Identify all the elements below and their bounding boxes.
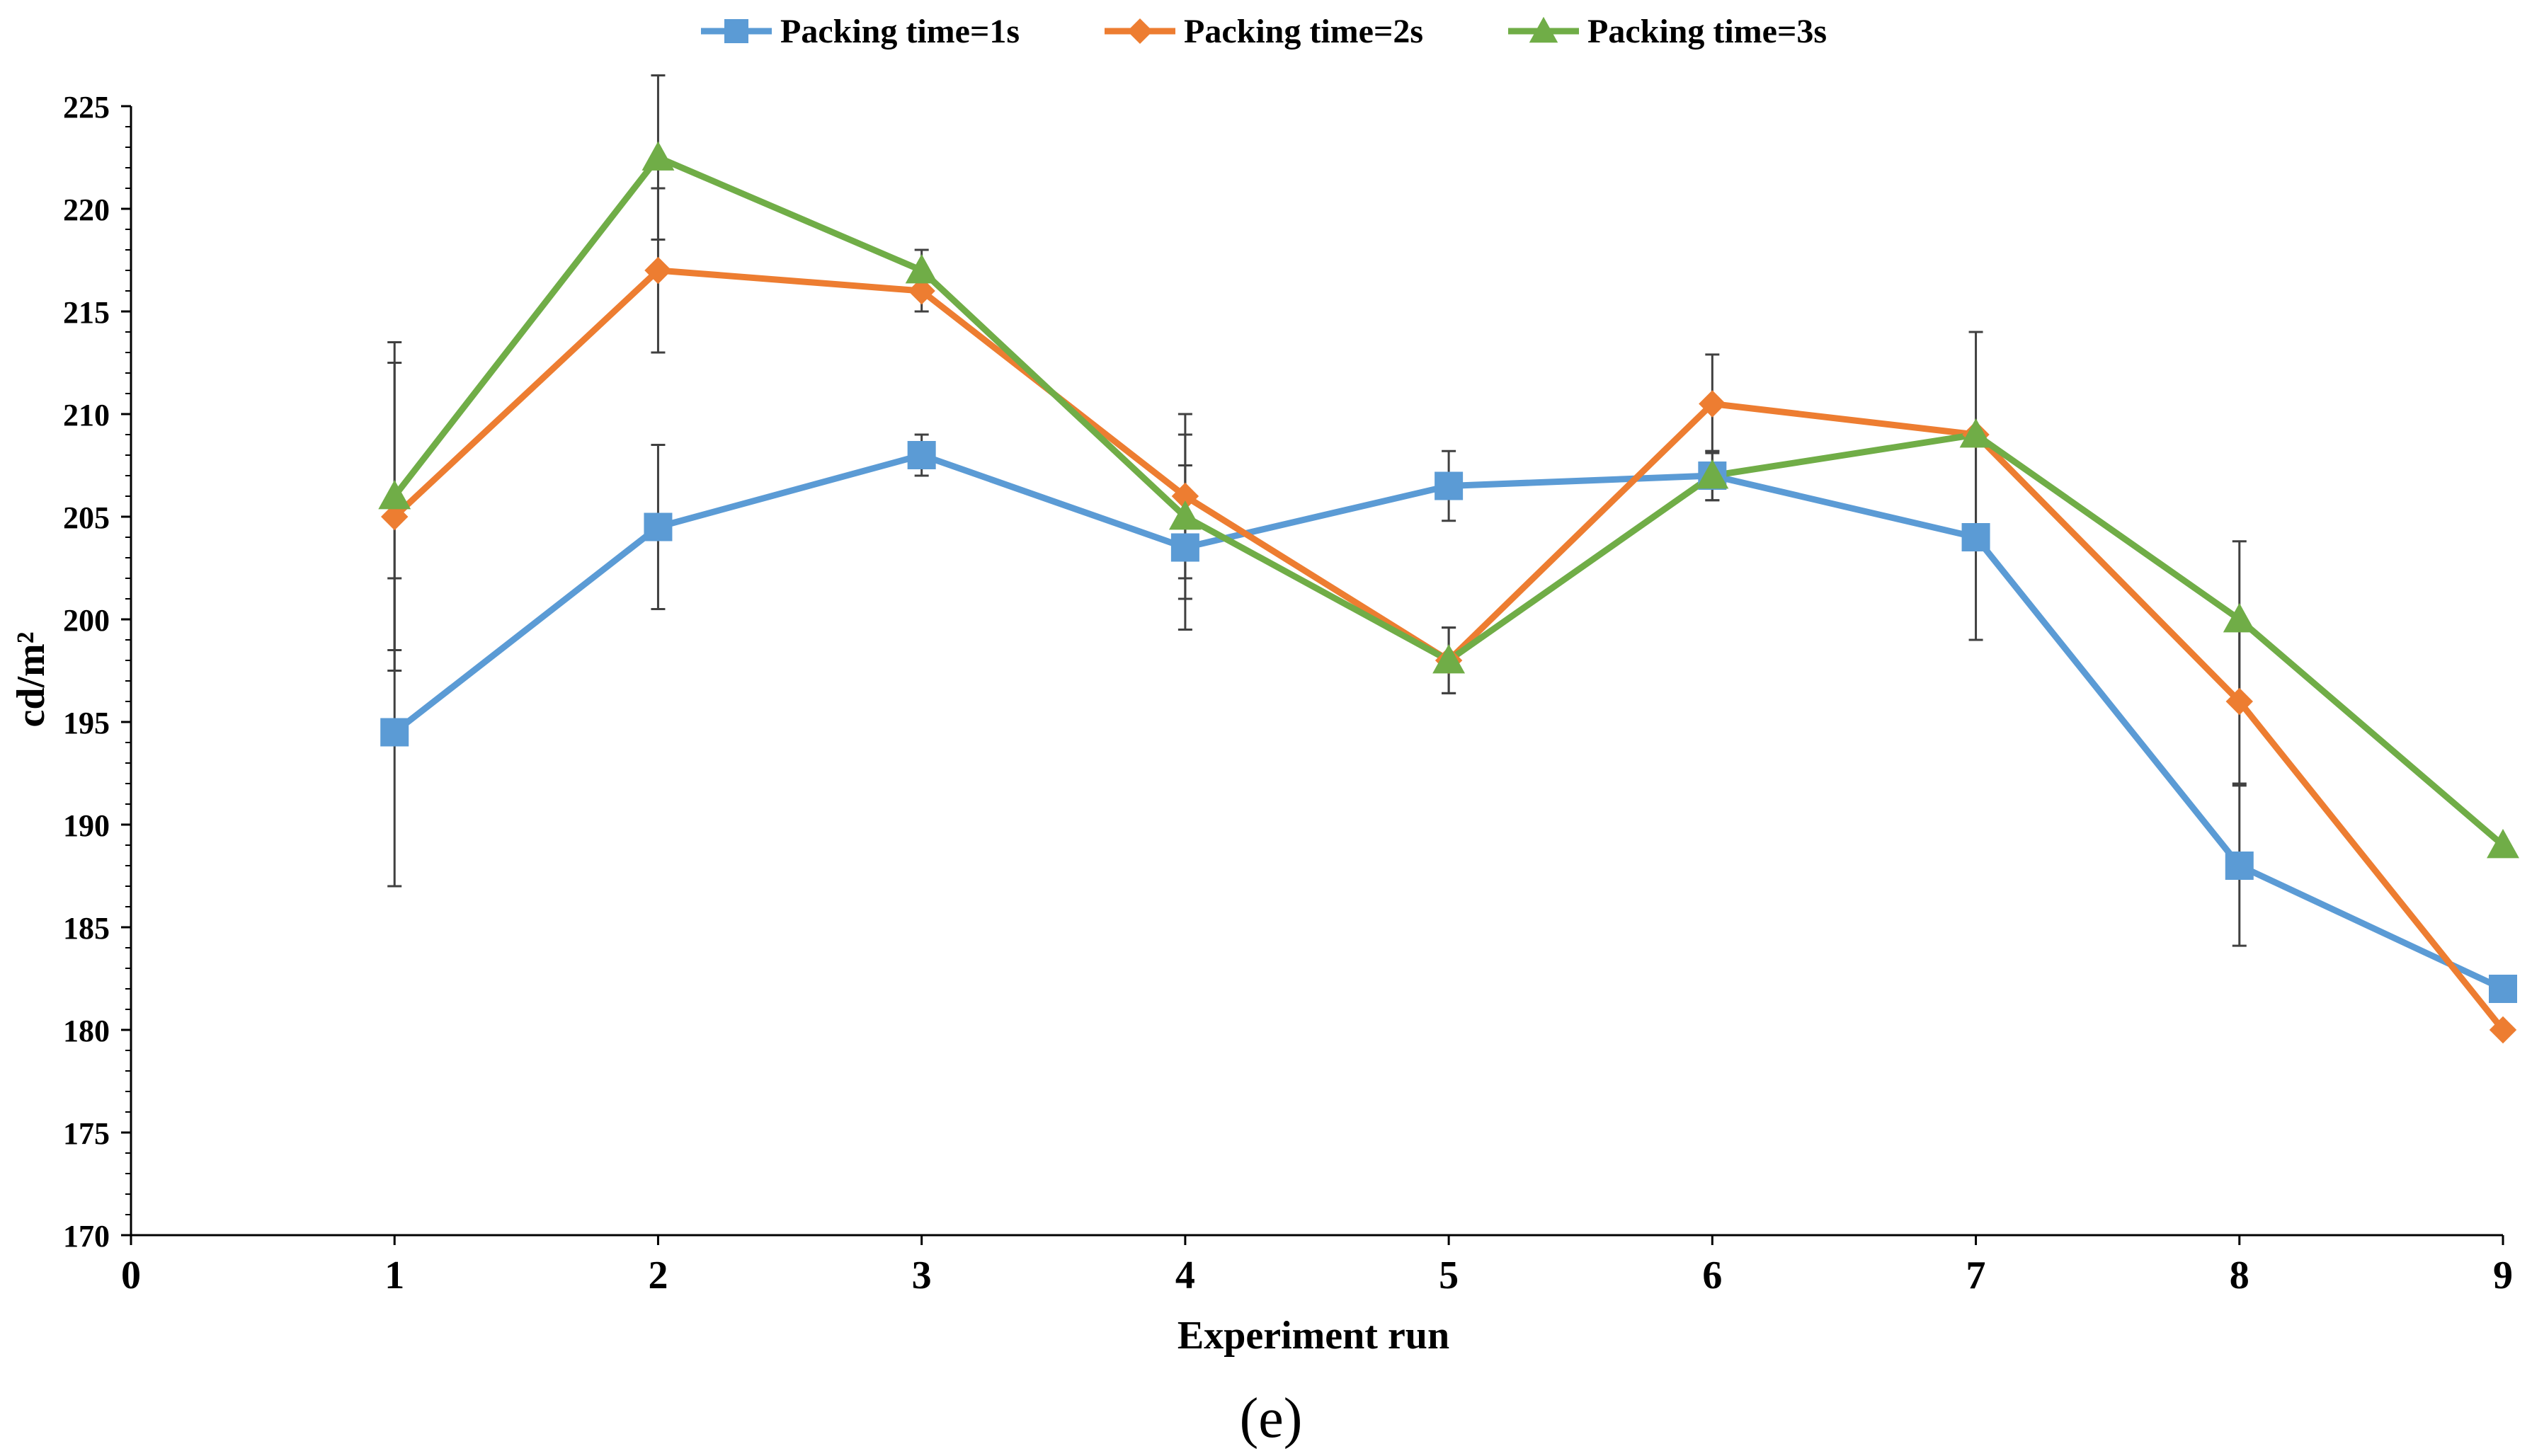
x-tick-label: 8	[2230, 1254, 2249, 1297]
axes: 170 175 180 185 190 195 200 205 210 215 220 225 0 1 2 3…	[63, 90, 2513, 1297]
data-point-series-2	[1171, 482, 1199, 510]
data-point-series-1	[1435, 471, 1464, 500]
x-tick-label: 1	[384, 1254, 404, 1297]
x-axis-title: Experiment run	[1177, 1314, 1449, 1358]
series-markers	[378, 141, 2519, 1044]
x-tick-label: 2	[648, 1254, 668, 1297]
legend-marker-3	[1529, 16, 1558, 43]
y-tick-label: 170	[63, 1219, 110, 1254]
data-point-series-2	[2489, 1016, 2517, 1044]
data-point-series-2	[908, 277, 935, 305]
data-point-series-3	[1432, 644, 1466, 674]
error-bars	[387, 74, 2247, 947]
y-tick-label: 200	[63, 603, 110, 638]
y-tick-label: 185	[63, 911, 110, 946]
y-tick-label: 205	[63, 500, 110, 535]
data-point-series-3	[1168, 500, 1202, 530]
data-point-series-2	[2225, 687, 2253, 716]
data-point-series-3	[905, 254, 938, 284]
data-point-series-3	[641, 141, 675, 171]
y-tick-label: 215	[63, 295, 110, 330]
data-point-series-1	[380, 718, 409, 747]
data-point-series-1	[1170, 533, 1199, 562]
y-tick-label: 210	[63, 398, 110, 432]
data-point-series-3	[1696, 459, 1729, 489]
data-point-series-1	[644, 512, 673, 541]
data-point-series-1	[2225, 852, 2254, 880]
legend-label-2: Packing time=2s	[1184, 13, 1423, 50]
data-point-series-1	[1961, 523, 1990, 551]
data-point-series-1	[2489, 975, 2517, 1003]
x-tick-label: 3	[912, 1254, 932, 1297]
legend-label-3: Packing time=3s	[1587, 13, 1827, 50]
y-tick-label: 195	[63, 706, 110, 740]
y-tick-label: 190	[63, 808, 110, 843]
legend-marker-1	[724, 19, 748, 43]
data-point-series-3	[378, 480, 411, 510]
y-tick-label: 175	[63, 1116, 110, 1151]
data-point-series-2	[381, 503, 409, 531]
legend-label-1: Packing time=1s	[780, 13, 1020, 50]
x-tick-label: 6	[1702, 1254, 1722, 1297]
data-point-series-2	[1699, 390, 1726, 418]
data-point-series-3	[2223, 603, 2256, 633]
data-point-series-1	[907, 441, 936, 469]
data-point-series-2	[644, 256, 672, 285]
figure-caption: (e)	[1240, 1387, 1303, 1450]
data-point-series-3	[2487, 829, 2519, 859]
legend: Packing time=1s Packing time=2s Packing ti…	[701, 13, 1827, 50]
legend-marker-2	[1127, 18, 1153, 44]
y-axis-title: cd/m²	[9, 632, 53, 728]
y-tick-label: 225	[63, 90, 110, 125]
data-point-series-3	[1959, 418, 1992, 448]
series-line-1	[392, 452, 2504, 992]
x-tick-label: 7	[1966, 1254, 1986, 1297]
series-lines	[392, 154, 2506, 1032]
x-tick-label: 0	[121, 1254, 141, 1297]
x-tick-label: 4	[1175, 1254, 1195, 1297]
x-tick-label: 5	[1439, 1254, 1459, 1297]
y-tick-label: 220	[63, 193, 110, 227]
x-tick-label: 9	[2493, 1254, 2513, 1297]
y-tick-label: 180	[63, 1014, 110, 1048]
